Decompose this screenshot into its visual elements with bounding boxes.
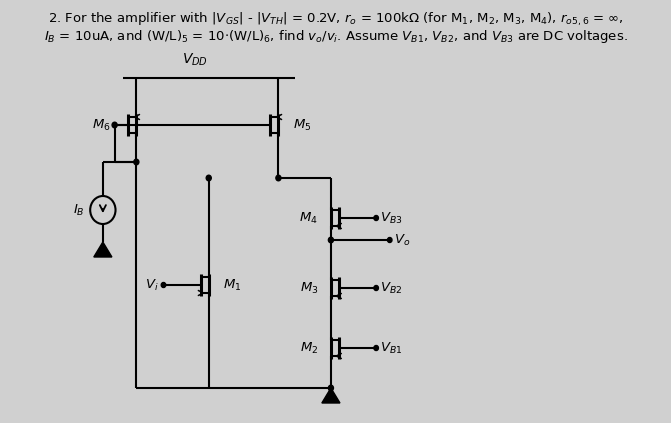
Text: $M_3$: $M_3$ — [300, 280, 318, 296]
Text: $M_6$: $M_6$ — [93, 118, 111, 132]
Circle shape — [134, 159, 139, 165]
Text: $V_i$: $V_i$ — [146, 277, 159, 293]
Text: $M_4$: $M_4$ — [299, 211, 318, 225]
Circle shape — [328, 237, 333, 243]
Circle shape — [387, 237, 392, 242]
Circle shape — [276, 175, 281, 181]
Text: $V_{DD}$: $V_{DD}$ — [182, 52, 208, 68]
Circle shape — [374, 286, 378, 291]
Text: $V_{B2}$: $V_{B2}$ — [380, 280, 402, 296]
Circle shape — [161, 283, 166, 288]
Polygon shape — [94, 242, 112, 257]
Text: $M_5$: $M_5$ — [293, 118, 311, 132]
Text: 2. For the amplifier with $|V_{GS}|$ - $|V_{TH}|$ = 0.2V, $r_o$ = 100k$\Omega$ (: 2. For the amplifier with $|V_{GS}|$ - $… — [48, 11, 623, 28]
Circle shape — [206, 175, 211, 181]
Text: $V_{B3}$: $V_{B3}$ — [380, 211, 403, 225]
Circle shape — [374, 346, 378, 351]
Circle shape — [112, 122, 117, 128]
Polygon shape — [322, 388, 340, 403]
Text: $V_{B1}$: $V_{B1}$ — [380, 341, 402, 356]
Circle shape — [374, 215, 378, 220]
Circle shape — [328, 385, 333, 391]
Text: $V_o$: $V_o$ — [395, 233, 411, 247]
Text: $I_B$: $I_B$ — [73, 203, 85, 217]
Text: $M_1$: $M_1$ — [223, 277, 242, 293]
Text: $M_2$: $M_2$ — [300, 341, 318, 356]
Text: $I_B$ = 10uA, and (W/L)$_5$ = 10$\cdot$(W/L)$_6$, find $v_o/v_i$. Assume $V_{B1}: $I_B$ = 10uA, and (W/L)$_5$ = 10$\cdot$(… — [44, 28, 627, 45]
